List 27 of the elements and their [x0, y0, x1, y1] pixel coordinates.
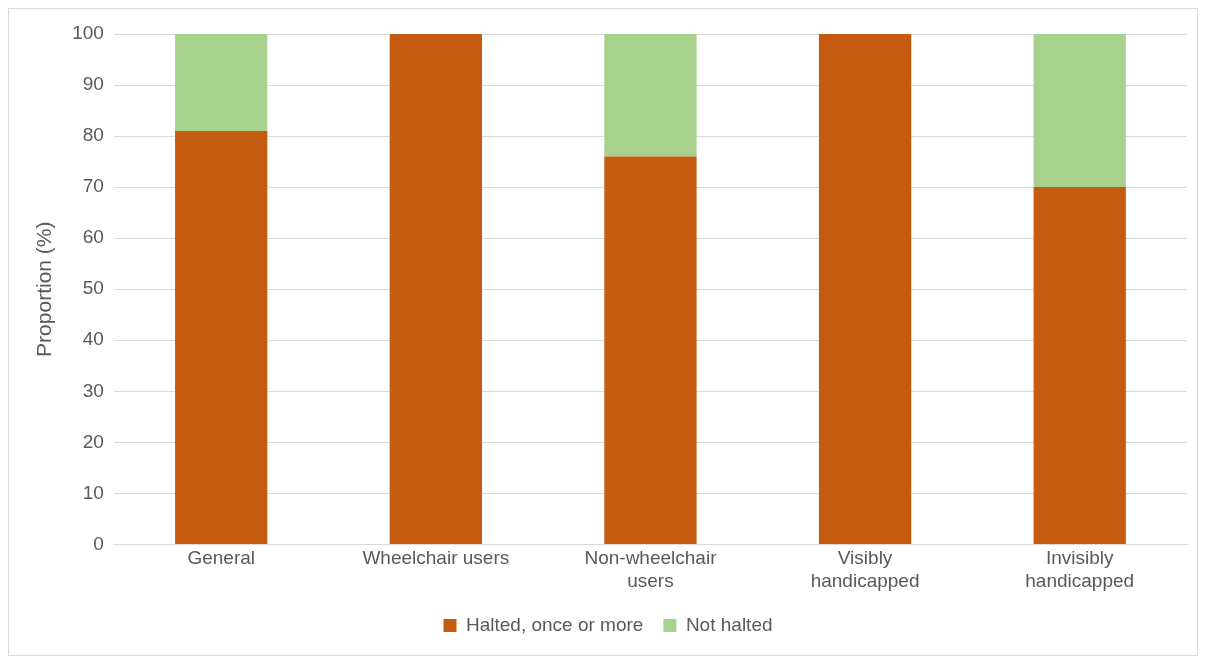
x-tick-label: Invisibly handicapped: [1025, 547, 1135, 591]
bar: [175, 130, 268, 544]
x-tick-label: General: [187, 547, 256, 569]
y-tick-label: 40: [82, 328, 104, 350]
y-tick-label: 100: [72, 22, 104, 44]
y-tick-label: 50: [82, 277, 104, 299]
bar: [1033, 187, 1126, 544]
y-tick-label: 80: [82, 124, 104, 146]
bar: [1033, 34, 1126, 188]
x-tick-label: Wheelchair users: [362, 547, 510, 569]
y-tick-label: 20: [82, 430, 104, 452]
bar: [604, 34, 697, 157]
y-tick-label: 70: [82, 175, 104, 197]
legend-label: Halted, once or more: [465, 613, 644, 635]
x-tick-label: Non-wheelchair users: [584, 547, 718, 591]
bar: [604, 156, 697, 544]
bar: [389, 34, 482, 544]
y-tick-label: 30: [82, 379, 104, 401]
y-tick-label: 0: [93, 532, 104, 554]
y-tick-label: 10: [82, 481, 104, 503]
y-axis-title: Proportion (%): [32, 221, 56, 357]
y-tick-label: 60: [82, 226, 104, 248]
bar: [175, 34, 268, 131]
bar: [818, 34, 912, 544]
y-tick-label: 90: [82, 73, 104, 95]
x-tick-label: Visibly handicapped: [810, 547, 920, 591]
legend-label: Not halted: [685, 613, 773, 635]
